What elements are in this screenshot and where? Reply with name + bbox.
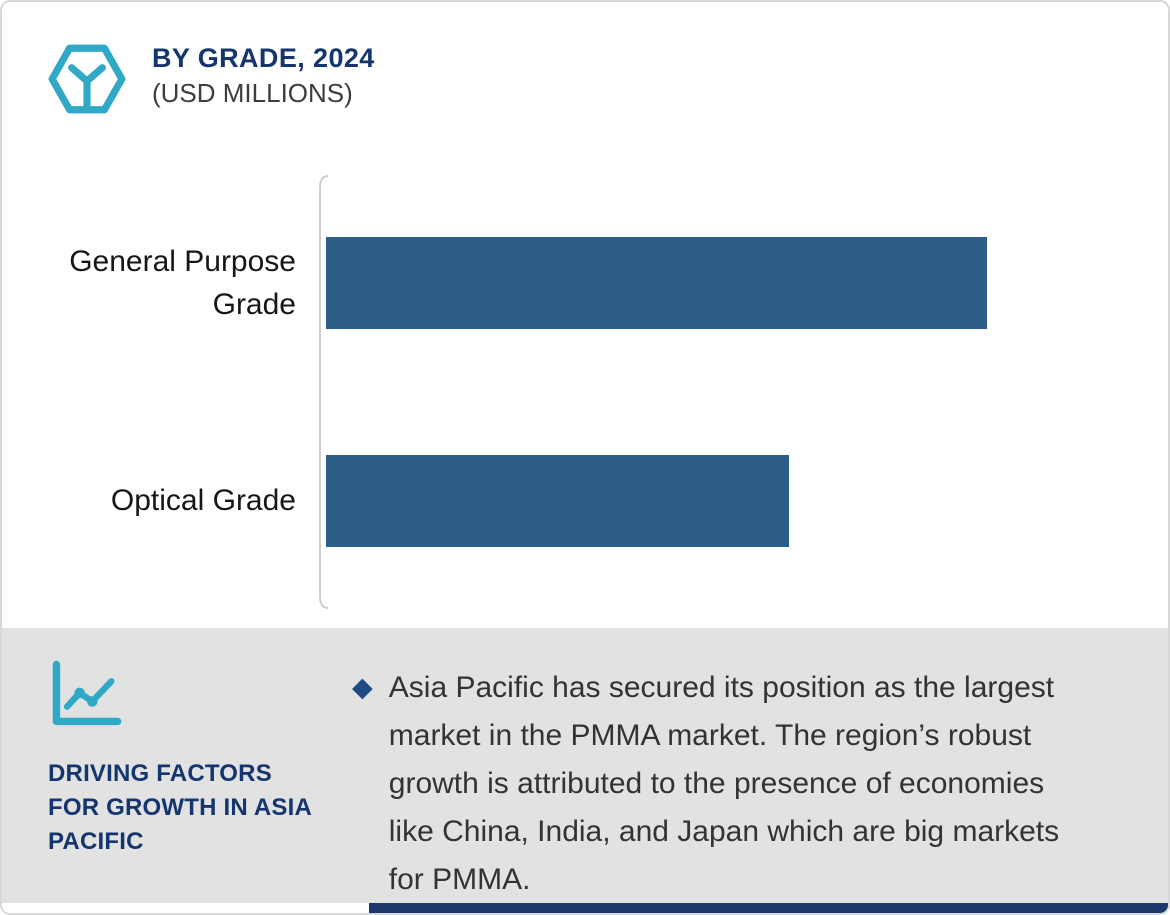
bar-row: General Purpose Grade [2,174,1166,392]
bar-track [326,237,1166,329]
line-chart-icon [48,660,124,736]
header: BY GRADE, 2024 (USD MILLIONS) [46,36,1138,125]
footer-right: ◆ Asia Pacific has secured its position … [352,656,1138,907]
footer-text: Asia Pacific has secured its position as… [388,671,1060,896]
bottom-strip [2,903,1168,913]
bottom-strip-navy [369,903,1168,913]
chart-title: BY GRADE, 2024 [152,43,375,73]
bar-track [326,455,1166,547]
header-text: BY GRADE, 2024 (USD MILLIONS) [152,36,375,110]
bar [326,455,789,547]
axis-line [316,174,330,610]
footer-heading: DRIVING FACTORS FOR GROWTH IN ASIA PACIF… [48,760,312,856]
bar-rows: General Purpose Grade Optical Grade [2,174,1166,610]
driving-factors-panel: DRIVING FACTORS FOR GROWTH IN ASIA PACIF… [2,628,1168,907]
bar-chart: General Purpose Grade Optical Grade [2,174,1166,610]
bar-row: Optical Grade [2,392,1166,610]
bottom-strip-white [2,903,370,913]
chart-subtitle: (USD MILLIONS) [152,78,353,109]
diamond-bullet-icon: ◆ [352,672,373,702]
category-label: General Purpose Grade [69,244,296,322]
hexagon-cube-icon [46,38,128,125]
bar [326,237,988,329]
category-label: Optical Grade [110,484,296,518]
footer-left: DRIVING FACTORS FOR GROWTH IN ASIA PACIF… [48,656,352,907]
